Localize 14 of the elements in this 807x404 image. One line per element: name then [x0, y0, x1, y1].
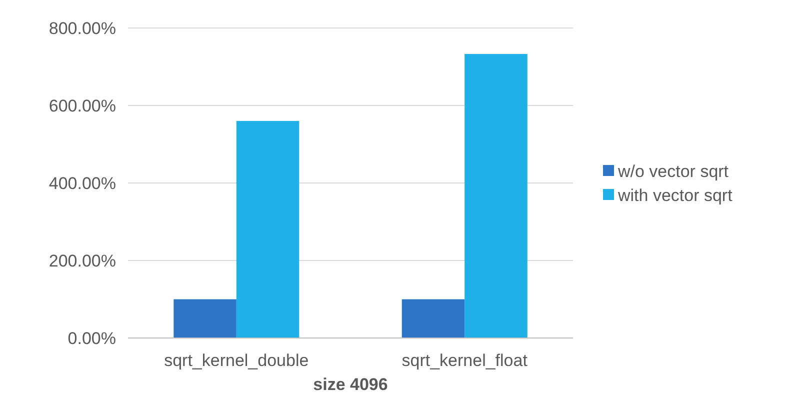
- y-tick-label: 0.00%: [68, 328, 116, 348]
- y-tick-label: 600.00%: [48, 96, 116, 116]
- y-tick-label: 200.00%: [48, 251, 116, 270]
- bar: [236, 121, 300, 338]
- x-tick-label: sqrt_kernel_float: [402, 351, 528, 370]
- y-tick-label: 400.00%: [48, 174, 116, 193]
- legend-label: w/o vector sqrt: [617, 162, 729, 181]
- bar: [464, 54, 528, 338]
- x-axis-title: size 4096: [313, 375, 388, 394]
- y-tick-label: 800.00%: [48, 18, 116, 38]
- bar: [174, 299, 236, 338]
- bar: [402, 299, 465, 338]
- x-tick-label: sqrt_kernel_double: [164, 351, 309, 370]
- legend-label: with vector sqrt: [617, 186, 733, 205]
